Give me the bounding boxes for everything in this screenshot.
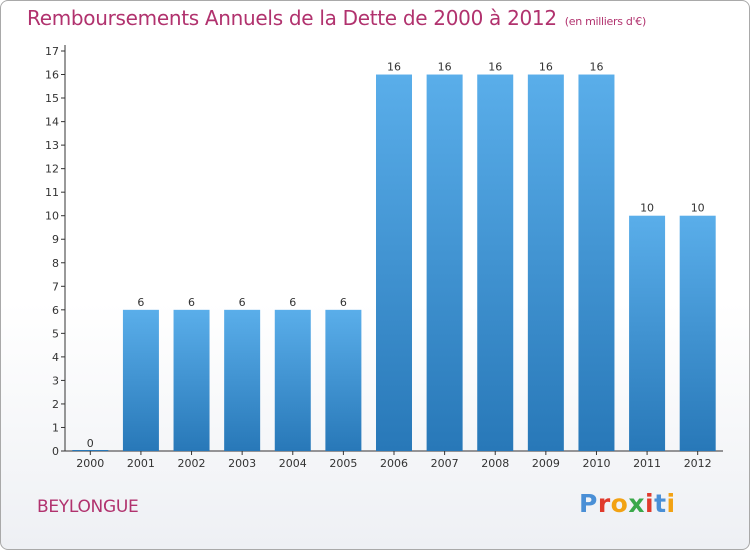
- data-label: 6: [289, 296, 296, 309]
- y-tick-label: 6: [52, 304, 59, 317]
- bar: [72, 450, 109, 451]
- bar: [477, 74, 514, 451]
- bar: [629, 215, 666, 451]
- y-tick-label: 15: [45, 92, 59, 105]
- data-label: 16: [589, 61, 603, 74]
- chart-title-text: Remboursements Annuels de la Dette de 20…: [27, 6, 557, 30]
- bar: [376, 74, 412, 451]
- data-label: 16: [387, 61, 401, 74]
- commune-name: BEYLONGUE: [37, 497, 139, 517]
- bar: [679, 215, 716, 451]
- bar: [325, 309, 362, 451]
- chart-subtitle: (en milliers d'€): [564, 15, 646, 28]
- data-label: 16: [438, 61, 452, 74]
- x-tick-label: 2004: [279, 457, 307, 470]
- data-label: 6: [239, 296, 246, 309]
- x-tick-label: 2010: [582, 457, 610, 470]
- y-tick-label: 11: [45, 186, 59, 199]
- data-label: 16: [539, 61, 553, 74]
- logo-letter: t: [654, 489, 667, 518]
- data-label: 10: [691, 202, 705, 215]
- data-label: 0: [87, 437, 94, 450]
- x-tick-label: 2002: [178, 457, 206, 470]
- x-tick-label: 2009: [532, 457, 560, 470]
- y-tick-label: 10: [45, 210, 59, 223]
- y-tick-label: 16: [45, 69, 59, 82]
- x-tick-label: 2005: [329, 457, 357, 470]
- chart-title: Remboursements Annuels de la Dette de 20…: [27, 6, 646, 30]
- logo-letter: i: [666, 489, 676, 518]
- bar: [224, 309, 261, 451]
- y-tick-label: 2: [52, 398, 59, 411]
- chart-labels: 2000 0 2001 6 2002 6 2003 6 2004 6 2005 6 2006 16 2007…: [76, 61, 711, 470]
- y-tick-label: 12: [45, 163, 59, 176]
- bar: [527, 74, 564, 451]
- logo-letter: i: [645, 489, 655, 518]
- bar: [122, 309, 159, 451]
- y-tick-label: 8: [52, 257, 59, 270]
- chart-bars: [72, 74, 716, 451]
- x-tick-label: 2011: [633, 457, 661, 470]
- y-tick-label: 3: [52, 374, 59, 387]
- bar: [426, 74, 463, 451]
- y-tick-label: 17: [45, 45, 59, 58]
- logo-letter: o: [610, 489, 629, 518]
- x-tick-label: 2006: [380, 457, 408, 470]
- data-label: 10: [640, 202, 654, 215]
- y-tick-label: 9: [52, 233, 59, 246]
- x-tick-label: 2012: [684, 457, 712, 470]
- y-tick-label: 0: [52, 445, 59, 458]
- y-tick-label: 7: [52, 280, 59, 293]
- bar: [578, 74, 615, 451]
- y-tick-label: 1: [52, 421, 59, 434]
- x-tick-label: 2000: [76, 457, 104, 470]
- logo-letter: r: [597, 489, 611, 518]
- data-label: 16: [488, 61, 502, 74]
- x-tick-label: 2001: [127, 457, 155, 470]
- y-tick-label: 14: [45, 116, 59, 129]
- data-label: 6: [188, 296, 195, 309]
- y-tick-label: 4: [52, 351, 59, 364]
- x-tick-label: 2007: [431, 457, 459, 470]
- logo-letter: P: [579, 489, 598, 518]
- y-tick-label: 5: [52, 327, 59, 340]
- proxiti-logo: Proxiti: [579, 489, 676, 518]
- data-label: 6: [137, 296, 144, 309]
- y-tick-label: 13: [45, 139, 59, 152]
- data-label: 6: [340, 296, 347, 309]
- x-tick-label: 2003: [228, 457, 256, 470]
- bar: [173, 309, 210, 451]
- logo-letter: x: [628, 489, 645, 518]
- bar: [274, 309, 311, 451]
- x-tick-label: 2008: [481, 457, 509, 470]
